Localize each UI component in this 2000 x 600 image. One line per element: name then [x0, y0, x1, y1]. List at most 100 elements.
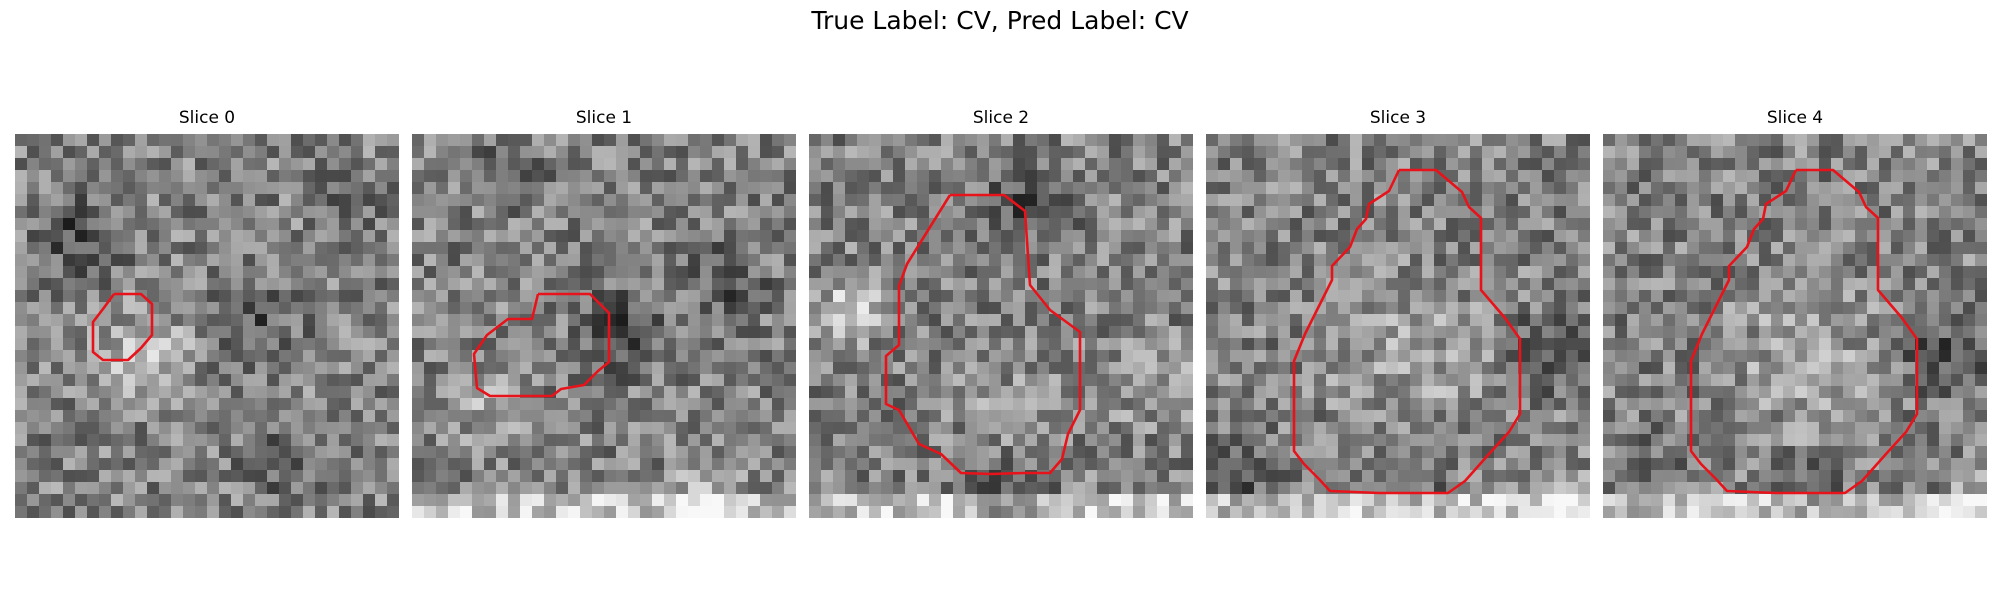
pixel-cell — [135, 410, 148, 423]
pixel-cell — [532, 254, 545, 267]
pixel-cell — [1554, 458, 1567, 471]
pixel-cell — [1771, 278, 1784, 291]
pixel-cell — [977, 230, 990, 243]
pixel-cell — [1783, 158, 1796, 171]
pixel-cell — [1470, 134, 1483, 147]
pixel-cell — [953, 338, 966, 351]
pixel-cell — [1302, 434, 1315, 447]
pixel-cell — [1133, 302, 1146, 315]
pixel-cell — [1374, 362, 1387, 375]
pixel-cell — [905, 146, 918, 159]
pixel-cell — [39, 326, 52, 339]
pixel-cell — [1338, 206, 1351, 219]
pixel-cell — [1398, 506, 1411, 518]
pixel-cell — [1169, 182, 1182, 195]
pixel-cell — [869, 422, 882, 435]
pixel-cell — [1771, 182, 1784, 195]
pixel-cell — [231, 494, 244, 507]
pixel-cell — [267, 134, 280, 147]
pixel-cell — [1266, 314, 1279, 327]
pixel-cell — [1975, 254, 1987, 267]
pixel-cell — [183, 170, 196, 183]
pixel-cell — [953, 446, 966, 459]
pixel-cell — [1843, 278, 1856, 291]
pixel-cell — [664, 254, 677, 267]
pixel-cell — [1723, 326, 1736, 339]
pixel-cell — [1434, 134, 1447, 147]
pixel-cell — [953, 434, 966, 447]
pixel-cell — [652, 206, 665, 219]
pixel-cell — [279, 482, 292, 495]
pixel-cell — [809, 242, 822, 255]
pixel-cell — [351, 362, 364, 375]
pixel-cell — [195, 158, 208, 171]
pixel-cell — [1675, 362, 1688, 375]
pixel-cell — [15, 158, 28, 171]
pixel-cell — [75, 410, 88, 423]
pixel-cell — [135, 374, 148, 387]
pixel-cell — [1711, 242, 1724, 255]
pixel-cell — [1398, 410, 1411, 423]
pixel-cell — [351, 494, 364, 507]
pixel-cell — [291, 434, 304, 447]
pixel-cell — [51, 470, 64, 483]
pixel-cell — [159, 182, 172, 195]
pixel-cell — [688, 458, 701, 471]
pixel-cell — [1410, 326, 1423, 339]
pixel-cell — [833, 242, 846, 255]
pixel-cell — [123, 422, 136, 435]
pixel-cell — [27, 218, 40, 231]
pixel-cell — [1230, 266, 1243, 279]
pixel-cell — [39, 410, 52, 423]
pixel-cell — [1771, 362, 1784, 375]
pixel-cell — [917, 446, 930, 459]
pixel-cell — [1831, 158, 1844, 171]
pixel-cell — [147, 206, 160, 219]
pixel-cell — [1121, 326, 1134, 339]
pixel-cell — [291, 386, 304, 399]
pixel-cell — [977, 242, 990, 255]
pixel-cell — [1615, 230, 1628, 243]
pixel-cell — [1807, 362, 1820, 375]
pixel-cell — [809, 446, 822, 459]
pixel-cell — [1699, 134, 1712, 147]
pixel-cell — [893, 242, 906, 255]
pixel-cell — [905, 314, 918, 327]
pixel-cell — [135, 230, 148, 243]
pixel-cell — [1434, 410, 1447, 423]
pixel-cell — [135, 182, 148, 195]
pixel-cell — [1615, 206, 1628, 219]
pixel-cell — [183, 362, 196, 375]
pixel-cell — [676, 218, 689, 231]
pixel-cell — [1867, 326, 1880, 339]
pixel-cell — [1795, 278, 1808, 291]
pixel-cell — [1169, 242, 1182, 255]
pixel-cell — [1121, 434, 1134, 447]
pixel-cell — [87, 194, 100, 207]
pixel-cell — [111, 422, 124, 435]
pixel-cell — [1254, 410, 1267, 423]
pixel-cell — [1578, 326, 1590, 339]
pixel-cell — [1663, 458, 1676, 471]
pixel-cell — [1049, 182, 1062, 195]
pixel-cell — [941, 314, 954, 327]
pixel-cell — [1735, 410, 1748, 423]
pixel-cell — [1735, 362, 1748, 375]
pixel-cell — [460, 158, 473, 171]
pixel-cell — [1795, 338, 1808, 351]
pixel-cell — [1290, 470, 1303, 483]
pixel-cell — [688, 506, 701, 518]
pixel-cell — [1374, 386, 1387, 399]
pixel-cell — [460, 170, 473, 183]
pixel-cell — [1181, 194, 1193, 207]
pixel-cell — [448, 506, 461, 518]
pixel-cell — [857, 326, 870, 339]
pixel-cell — [363, 386, 376, 399]
pixel-cell — [63, 158, 76, 171]
pixel-cell — [712, 266, 725, 279]
pixel-cell — [869, 386, 882, 399]
pixel-cell — [375, 290, 388, 303]
pixel-cell — [1073, 266, 1086, 279]
pixel-cell — [977, 254, 990, 267]
pixel-cell — [809, 170, 822, 183]
